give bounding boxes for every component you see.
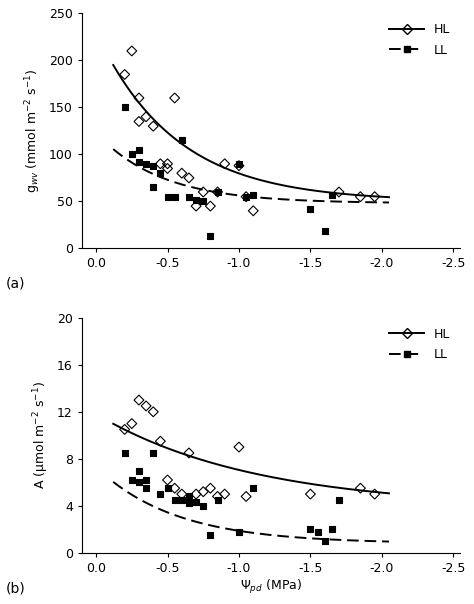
Point xyxy=(121,425,128,434)
Point xyxy=(356,192,364,202)
Point xyxy=(314,527,321,536)
Point xyxy=(185,173,193,183)
Point xyxy=(242,192,250,202)
Point xyxy=(171,483,179,493)
Point xyxy=(164,159,171,169)
X-axis label: $\Psi_{pd}$ (MPa): $\Psi_{pd}$ (MPa) xyxy=(240,577,302,596)
Point xyxy=(235,442,243,452)
Point xyxy=(214,187,221,197)
Point xyxy=(128,475,136,485)
Point xyxy=(249,483,257,493)
Point xyxy=(135,466,143,475)
Point xyxy=(214,495,221,505)
Point xyxy=(142,475,150,485)
Point xyxy=(328,190,336,200)
Point xyxy=(178,489,186,499)
Point xyxy=(242,192,250,202)
Point xyxy=(149,161,157,170)
Point xyxy=(149,448,157,458)
Point xyxy=(192,194,200,204)
Point xyxy=(164,164,171,173)
Point xyxy=(142,159,150,169)
Point xyxy=(328,524,336,534)
Point xyxy=(135,93,143,103)
Point xyxy=(128,419,136,428)
Point xyxy=(121,448,128,458)
Point xyxy=(192,498,200,507)
Point xyxy=(171,192,179,202)
Point xyxy=(164,192,171,202)
Point xyxy=(200,501,207,510)
Point xyxy=(171,93,179,103)
Point xyxy=(178,169,186,178)
Point xyxy=(156,436,164,446)
Point xyxy=(178,135,186,145)
Point xyxy=(307,489,314,499)
Point xyxy=(185,492,193,501)
Point xyxy=(207,483,214,493)
Point xyxy=(235,527,243,536)
Point xyxy=(335,495,343,505)
Point xyxy=(242,492,250,501)
Point xyxy=(356,483,364,493)
Point xyxy=(164,475,171,485)
Point xyxy=(200,487,207,496)
Point xyxy=(149,121,157,131)
Point xyxy=(221,159,228,169)
Point xyxy=(207,231,214,241)
Point xyxy=(156,159,164,169)
Point xyxy=(185,448,193,458)
Point xyxy=(321,536,328,546)
Point xyxy=(156,169,164,178)
Point xyxy=(135,157,143,167)
Point xyxy=(214,187,221,197)
Point xyxy=(135,117,143,126)
Y-axis label: g$_{wv}$ (mmol m$^{-2}$ s$^{-1}$): g$_{wv}$ (mmol m$^{-2}$ s$^{-1}$) xyxy=(24,69,43,193)
Point xyxy=(185,499,193,509)
Point xyxy=(235,159,243,169)
Legend: HL, LL: HL, LL xyxy=(385,324,454,365)
Point xyxy=(135,145,143,155)
Point xyxy=(207,530,214,540)
Point xyxy=(235,161,243,170)
Point xyxy=(214,492,221,501)
Point xyxy=(128,46,136,56)
Y-axis label: A (μmol m$^{-2}$ s$^{-1}$): A (μmol m$^{-2}$ s$^{-1}$) xyxy=(32,381,51,489)
Text: (b): (b) xyxy=(6,581,26,595)
Point xyxy=(307,524,314,534)
Point xyxy=(135,478,143,487)
Point xyxy=(221,489,228,499)
Point xyxy=(128,150,136,159)
Point xyxy=(192,489,200,499)
Point xyxy=(142,112,150,121)
Point xyxy=(249,206,257,216)
Point xyxy=(249,190,257,200)
Point xyxy=(185,192,193,202)
Point xyxy=(142,483,150,493)
Point xyxy=(307,204,314,214)
Text: (a): (a) xyxy=(6,277,26,291)
Point xyxy=(200,196,207,206)
Point xyxy=(335,187,343,197)
Point xyxy=(121,69,128,79)
Legend: HL, LL: HL, LL xyxy=(385,19,454,60)
Point xyxy=(156,489,164,499)
Point xyxy=(371,192,378,202)
Point xyxy=(121,103,128,112)
Point xyxy=(200,187,207,197)
Point xyxy=(207,201,214,211)
Point xyxy=(142,401,150,411)
Point xyxy=(171,495,179,505)
Point xyxy=(149,182,157,192)
Point xyxy=(321,226,328,236)
Point xyxy=(371,489,378,499)
Point xyxy=(135,395,143,405)
Point xyxy=(178,495,186,505)
Point xyxy=(149,407,157,417)
Point xyxy=(192,201,200,211)
Point xyxy=(164,483,171,493)
